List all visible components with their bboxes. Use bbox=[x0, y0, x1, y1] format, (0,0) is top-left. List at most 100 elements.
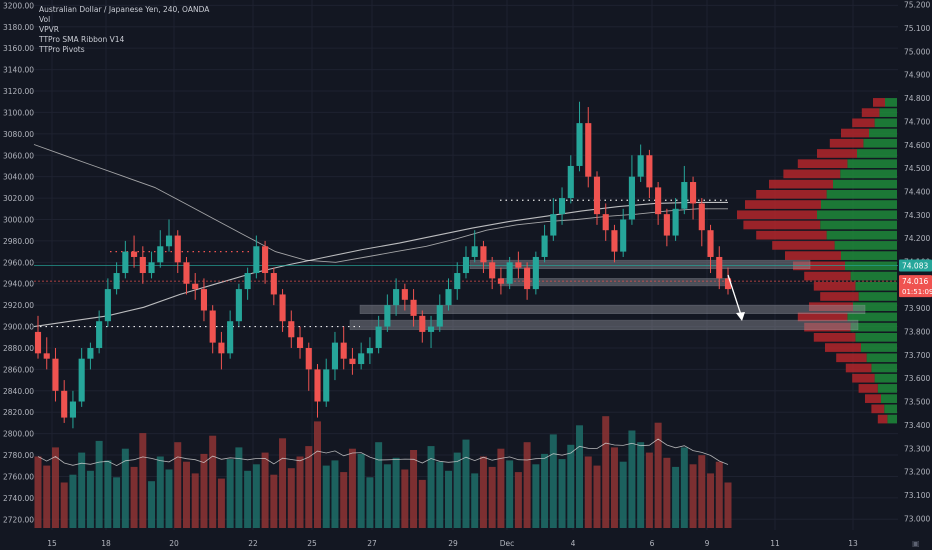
candle-body bbox=[305, 347, 312, 370]
candle-body bbox=[655, 187, 662, 215]
candle-body bbox=[174, 235, 181, 263]
vpvr-down-row bbox=[820, 292, 859, 301]
volume-bar bbox=[340, 472, 348, 528]
vpvr-down-row bbox=[785, 251, 841, 260]
vpvr-down-row bbox=[841, 128, 869, 138]
volume-bar bbox=[576, 425, 584, 528]
candle-body bbox=[541, 235, 548, 257]
volume-bar bbox=[445, 470, 452, 528]
right-axis-tick: 73.200 bbox=[904, 468, 930, 477]
right-price-axis[interactable]: 73.000 73.100 73.200 73.300 73.400 73.500 73.6… bbox=[898, 0, 932, 550]
zone-box bbox=[469, 259, 811, 269]
left-axis-tick: 2780.00 bbox=[3, 451, 34, 460]
vpvr-down-row bbox=[861, 108, 880, 117]
candle-body bbox=[445, 289, 452, 306]
volume-bar bbox=[672, 466, 680, 528]
candle-body bbox=[524, 267, 531, 290]
left-axis-tick: 2920.00 bbox=[3, 301, 34, 310]
volume-bar bbox=[174, 442, 182, 528]
indicator-pivots[interactable]: TTPro Pivots bbox=[39, 45, 85, 54]
sma-line bbox=[33, 144, 728, 263]
vpvr-up-row bbox=[884, 404, 897, 414]
vpvr-down-row bbox=[829, 138, 864, 148]
volume-bar bbox=[654, 422, 662, 528]
candle-body bbox=[707, 230, 714, 257]
volume-bar bbox=[287, 468, 295, 528]
volume-bar bbox=[270, 474, 278, 528]
candle-body bbox=[419, 315, 426, 332]
candle-body bbox=[192, 283, 199, 290]
left-axis-tick: 2720.00 bbox=[3, 515, 34, 524]
time-axis-label: 9 bbox=[705, 539, 710, 548]
volume-bar bbox=[357, 453, 365, 528]
candle-body bbox=[183, 262, 190, 284]
vpvr-histogram bbox=[737, 98, 897, 424]
left-price-axis[interactable]: 2720.00 2740.00 2760.00 2780.00 2800.00 2820.… bbox=[3, 1, 34, 524]
supply-demand-zones bbox=[349, 259, 866, 331]
right-axis-tick: 74.500 bbox=[904, 164, 930, 173]
volume-bar bbox=[663, 457, 671, 528]
vpvr-down-row bbox=[852, 373, 875, 383]
volume-bar bbox=[707, 473, 715, 528]
candle-body bbox=[279, 294, 286, 322]
vpvr-down-row bbox=[797, 159, 848, 169]
volume-bar bbox=[619, 461, 627, 528]
indicator-sma-ribbon[interactable]: TTPro SMA Ribbon V14 bbox=[39, 35, 125, 44]
candle-body bbox=[69, 401, 76, 418]
left-axis-tick: 3060.00 bbox=[3, 151, 34, 160]
vpvr-up-row bbox=[874, 118, 897, 128]
vpvr-down-row bbox=[756, 189, 827, 199]
sma-ribbon-lines bbox=[33, 144, 728, 328]
time-axis-label: 27 bbox=[367, 539, 377, 548]
symbol-title[interactable]: Australian Dollar / Japanese Yen, 240, O… bbox=[39, 5, 210, 14]
right-axis-tick: 73.700 bbox=[904, 351, 930, 360]
left-axis-tick: 3100.00 bbox=[3, 108, 34, 117]
vpvr-up-row bbox=[826, 189, 897, 199]
volume-bar bbox=[488, 466, 496, 528]
left-axis-tick: 3200.00 bbox=[3, 1, 34, 10]
volume-bar bbox=[471, 473, 479, 528]
vpvr-up-row bbox=[885, 98, 897, 107]
candle-body bbox=[340, 342, 347, 359]
candle-body bbox=[165, 235, 173, 247]
volume-bar bbox=[637, 442, 645, 528]
candle-body bbox=[262, 246, 269, 274]
indicator-vol[interactable]: Vol bbox=[39, 15, 51, 24]
candle-body bbox=[52, 358, 59, 391]
volume-bar bbox=[680, 447, 688, 528]
candle-body bbox=[716, 256, 723, 279]
vpvr-down-row bbox=[817, 149, 857, 158]
volume-bar bbox=[148, 481, 156, 528]
candle-body bbox=[358, 353, 365, 365]
vpvr-up-row bbox=[847, 312, 897, 322]
candle-body bbox=[331, 342, 339, 370]
candle-body bbox=[218, 342, 225, 354]
candle-body bbox=[104, 289, 111, 322]
volume-bar bbox=[86, 470, 94, 528]
vpvr-up-row bbox=[853, 302, 897, 312]
vpvr-up-row bbox=[826, 230, 897, 240]
left-axis-tick: 3020.00 bbox=[3, 194, 34, 203]
volume-bar bbox=[296, 456, 304, 528]
volume-bar bbox=[43, 465, 51, 528]
vpvr-down-row bbox=[845, 363, 872, 373]
volume-bar bbox=[427, 446, 435, 528]
candle-body bbox=[288, 321, 295, 338]
volume-bar bbox=[689, 464, 697, 528]
vpvr-down-row bbox=[783, 169, 841, 179]
left-axis-tick: 2820.00 bbox=[3, 408, 34, 417]
vpvr-down-row bbox=[743, 220, 821, 230]
vpvr-up-row bbox=[850, 322, 897, 332]
vpvr-up-row bbox=[841, 251, 897, 260]
candle-body bbox=[227, 321, 234, 354]
vpvr-up-row bbox=[850, 271, 897, 281]
arrow-head-icon bbox=[736, 312, 745, 321]
candle-body bbox=[87, 347, 94, 359]
indicator-vpvr[interactable]: VPVR bbox=[39, 25, 59, 34]
time-axis[interactable]: 15 18 20 22 25 27 29 Dec 4 6 9 11 13 ▣ bbox=[0, 536, 932, 550]
volume-bar bbox=[104, 460, 112, 528]
candle-body bbox=[532, 256, 539, 290]
volume-bar bbox=[34, 456, 42, 528]
candle-body bbox=[296, 337, 304, 348]
